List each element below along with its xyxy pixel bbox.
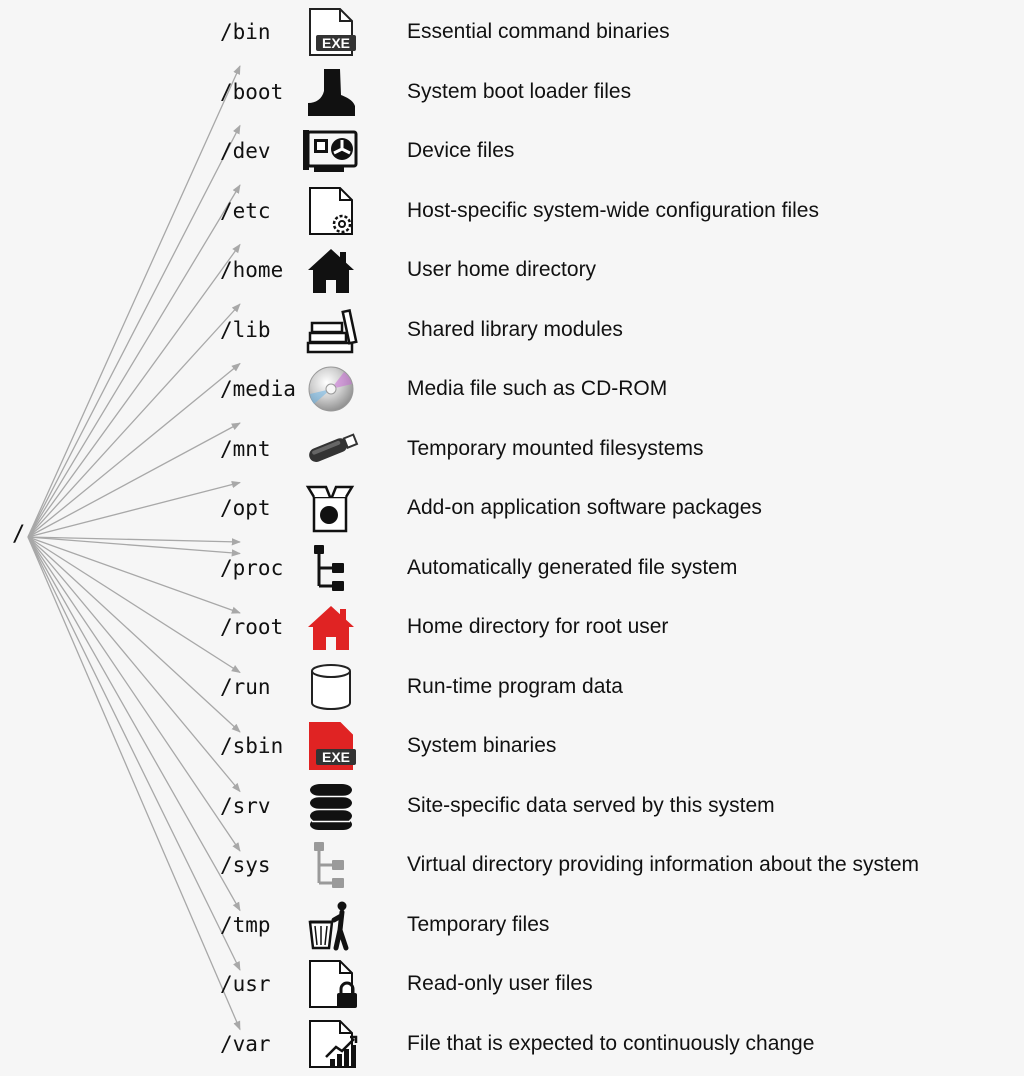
directory-row-etc: /etc Host-specific system-wide configura… [0, 183, 1024, 239]
directory-path: /boot [220, 79, 284, 104]
boot-icon [300, 65, 362, 119]
database-icon [300, 779, 362, 833]
directory-description: Add-on application software packages [407, 496, 762, 519]
config-file-icon [300, 184, 362, 238]
arrow-to-run [27, 536, 241, 674]
directory-description: Temporary mounted filesystems [407, 436, 704, 460]
arrow-to-dev [27, 184, 241, 538]
directory-path: /opt [220, 496, 271, 520]
cylinder-outline-icon [300, 660, 362, 714]
gray-tree-structure-icon [300, 838, 362, 892]
directory-row-opt: /opt Add-on application software package… [0, 480, 1024, 536]
directory-description: Shared library modules [407, 317, 623, 341]
directory-description: Home directory for root user [407, 615, 669, 638]
arrow-to-var [27, 536, 241, 1031]
root-directory-label: / [12, 522, 26, 547]
directory-row-boot: /boot System boot loader files [0, 64, 1024, 120]
icon-label-text: EXE [322, 749, 350, 765]
directory-row-tmp: /tmp Temporary files [0, 897, 1024, 953]
directory-description: Site-specific data served by this system [407, 793, 775, 817]
directory-row-proc: /proc Automatically generated file syste… [0, 540, 1024, 596]
arrow-to-usr [27, 536, 241, 971]
directory-description: Temporary files [407, 912, 550, 936]
software-box-icon [300, 481, 362, 535]
arrow-to-opt [27, 536, 241, 546]
directory-path: /var [220, 1031, 271, 1056]
directory-path: /root [220, 615, 284, 639]
home-icon [300, 243, 362, 297]
directory-description: Automatically generated file system [407, 555, 738, 579]
directory-row-var: /var File that is expected to continuous… [0, 1016, 1024, 1072]
directory-path: /proc [220, 555, 284, 580]
red-home-icon [300, 600, 362, 654]
directory-path: /tmp [220, 912, 271, 937]
directory-path: /srv [220, 793, 271, 818]
directory-path: /lib [220, 317, 271, 342]
arrow-to-lib [27, 362, 241, 538]
arrow-to-bin [27, 65, 241, 538]
arrow-to-srv [27, 536, 241, 793]
directory-path: /usr [220, 972, 271, 996]
directory-description: System binaries [407, 734, 557, 757]
directory-path: /home [220, 258, 284, 282]
red-exe-file-icon: EXE [300, 719, 362, 773]
directory-path: /mnt [220, 436, 271, 461]
directory-row-srv: /srv Site-specific data served by this s… [0, 778, 1024, 834]
directory-row-dev: /dev Device files [0, 123, 1024, 179]
directory-description: User home directory [407, 258, 597, 281]
arrow-to-home [27, 303, 241, 538]
arrow-to-boot [27, 124, 241, 538]
usb-drive-icon [300, 422, 362, 476]
directory-path: /run [220, 674, 271, 699]
directory-path: /sbin [220, 734, 284, 758]
arrow-to-sbin [27, 536, 241, 733]
directory-path: /sys [220, 853, 271, 877]
directory-row-sbin: /sbin EXE System binaries [0, 718, 1024, 774]
arrow-to-tmp [27, 536, 241, 912]
locked-file-icon [300, 957, 362, 1011]
directory-description: Host-specific system-wide configuration … [407, 198, 819, 222]
directory-description: Media file such as CD-ROM [407, 377, 668, 400]
directory-description: Device files [407, 139, 515, 162]
exe-file-icon: EXE [300, 5, 362, 59]
trash-bin-icon [300, 898, 362, 952]
arrow-to-etc [27, 243, 241, 538]
directory-path: /media [220, 377, 296, 401]
directory-row-sys: /sys Virtual directory providing informa… [0, 837, 1024, 893]
arrow-to-sys [27, 536, 241, 852]
directory-description: System boot loader files [407, 79, 632, 103]
arrow-to-proc [27, 536, 241, 557]
cd-rom-icon [300, 362, 362, 416]
directory-description: Run-time program data [407, 674, 623, 698]
arrow-to-root [27, 536, 241, 614]
arrow-to-media [27, 422, 241, 538]
directory-row-run: /run Run-time program data [0, 659, 1024, 715]
directory-path: /bin [220, 20, 271, 44]
directory-row-media: /media Media file such as CD-ROM [0, 361, 1024, 417]
directory-row-home: /home User home directory [0, 242, 1024, 298]
directory-row-root: /root Home directory for root user [0, 599, 1024, 655]
directory-description: Virtual directory providing information … [407, 853, 920, 876]
directory-path: /etc [220, 198, 271, 223]
directory-row-lib: /lib Shared library modules [0, 302, 1024, 358]
directory-description: Read-only user files [407, 972, 593, 995]
directory-row-bin: /bin EXE Essential command binaries [0, 4, 1024, 60]
arrow-to-mnt [27, 481, 241, 538]
icon-label-text: EXE [322, 35, 350, 51]
directory-path: /dev [220, 139, 271, 163]
directory-row-usr: /usr Read-only user files [0, 956, 1024, 1012]
tree-structure-icon [300, 541, 362, 595]
directory-description: Essential command binaries [407, 20, 670, 43]
directory-row-mnt: /mnt Temporary mounted filesystems [0, 421, 1024, 477]
chart-file-icon [300, 1017, 362, 1071]
directory-description: File that is expected to continuously ch… [407, 1031, 815, 1055]
graphics-card-icon [300, 124, 362, 178]
books-icon [300, 303, 362, 357]
